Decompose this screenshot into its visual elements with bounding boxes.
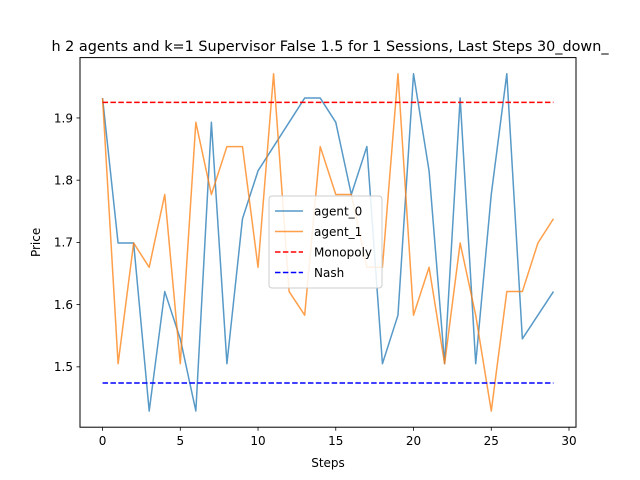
x-axis-label: Steps	[311, 456, 345, 470]
legend-box	[268, 195, 383, 289]
y-axis-label: Price	[29, 228, 43, 257]
legend-label: Monopoly	[314, 245, 372, 259]
y-tick-label: 1.6	[54, 298, 73, 312]
legend-label: agent_1	[314, 225, 362, 239]
y-tick-label: 1.5	[54, 360, 73, 374]
x-tick-label: 30	[561, 434, 576, 448]
x-tick-label: 25	[484, 434, 499, 448]
x-tick-label: 20	[406, 434, 421, 448]
x-tick-label: 5	[176, 434, 184, 448]
y-tick-label: 1.7	[54, 236, 73, 250]
chart-title: h 2 agents and k=1 Supervisor False 1.5 …	[51, 39, 609, 55]
x-tick-label: 0	[99, 434, 107, 448]
y-axis-ticks: 1.5 1.6 1.7 1.8 1.9	[54, 111, 80, 374]
legend: agent_0 agent_1 Monopoly Nash	[268, 195, 383, 289]
legend-label: Nash	[314, 266, 344, 280]
legend-label: agent_0	[314, 204, 362, 218]
series-layer	[101, 73, 555, 412]
series-line-agent-1	[101, 73, 555, 412]
y-tick-label: 1.9	[54, 111, 73, 125]
y-tick-label: 1.8	[54, 173, 73, 187]
x-axis-ticks: 0 5 10 15 20 25 30	[99, 427, 577, 448]
x-tick-label: 10	[250, 434, 265, 448]
x-tick-label: 15	[328, 434, 343, 448]
